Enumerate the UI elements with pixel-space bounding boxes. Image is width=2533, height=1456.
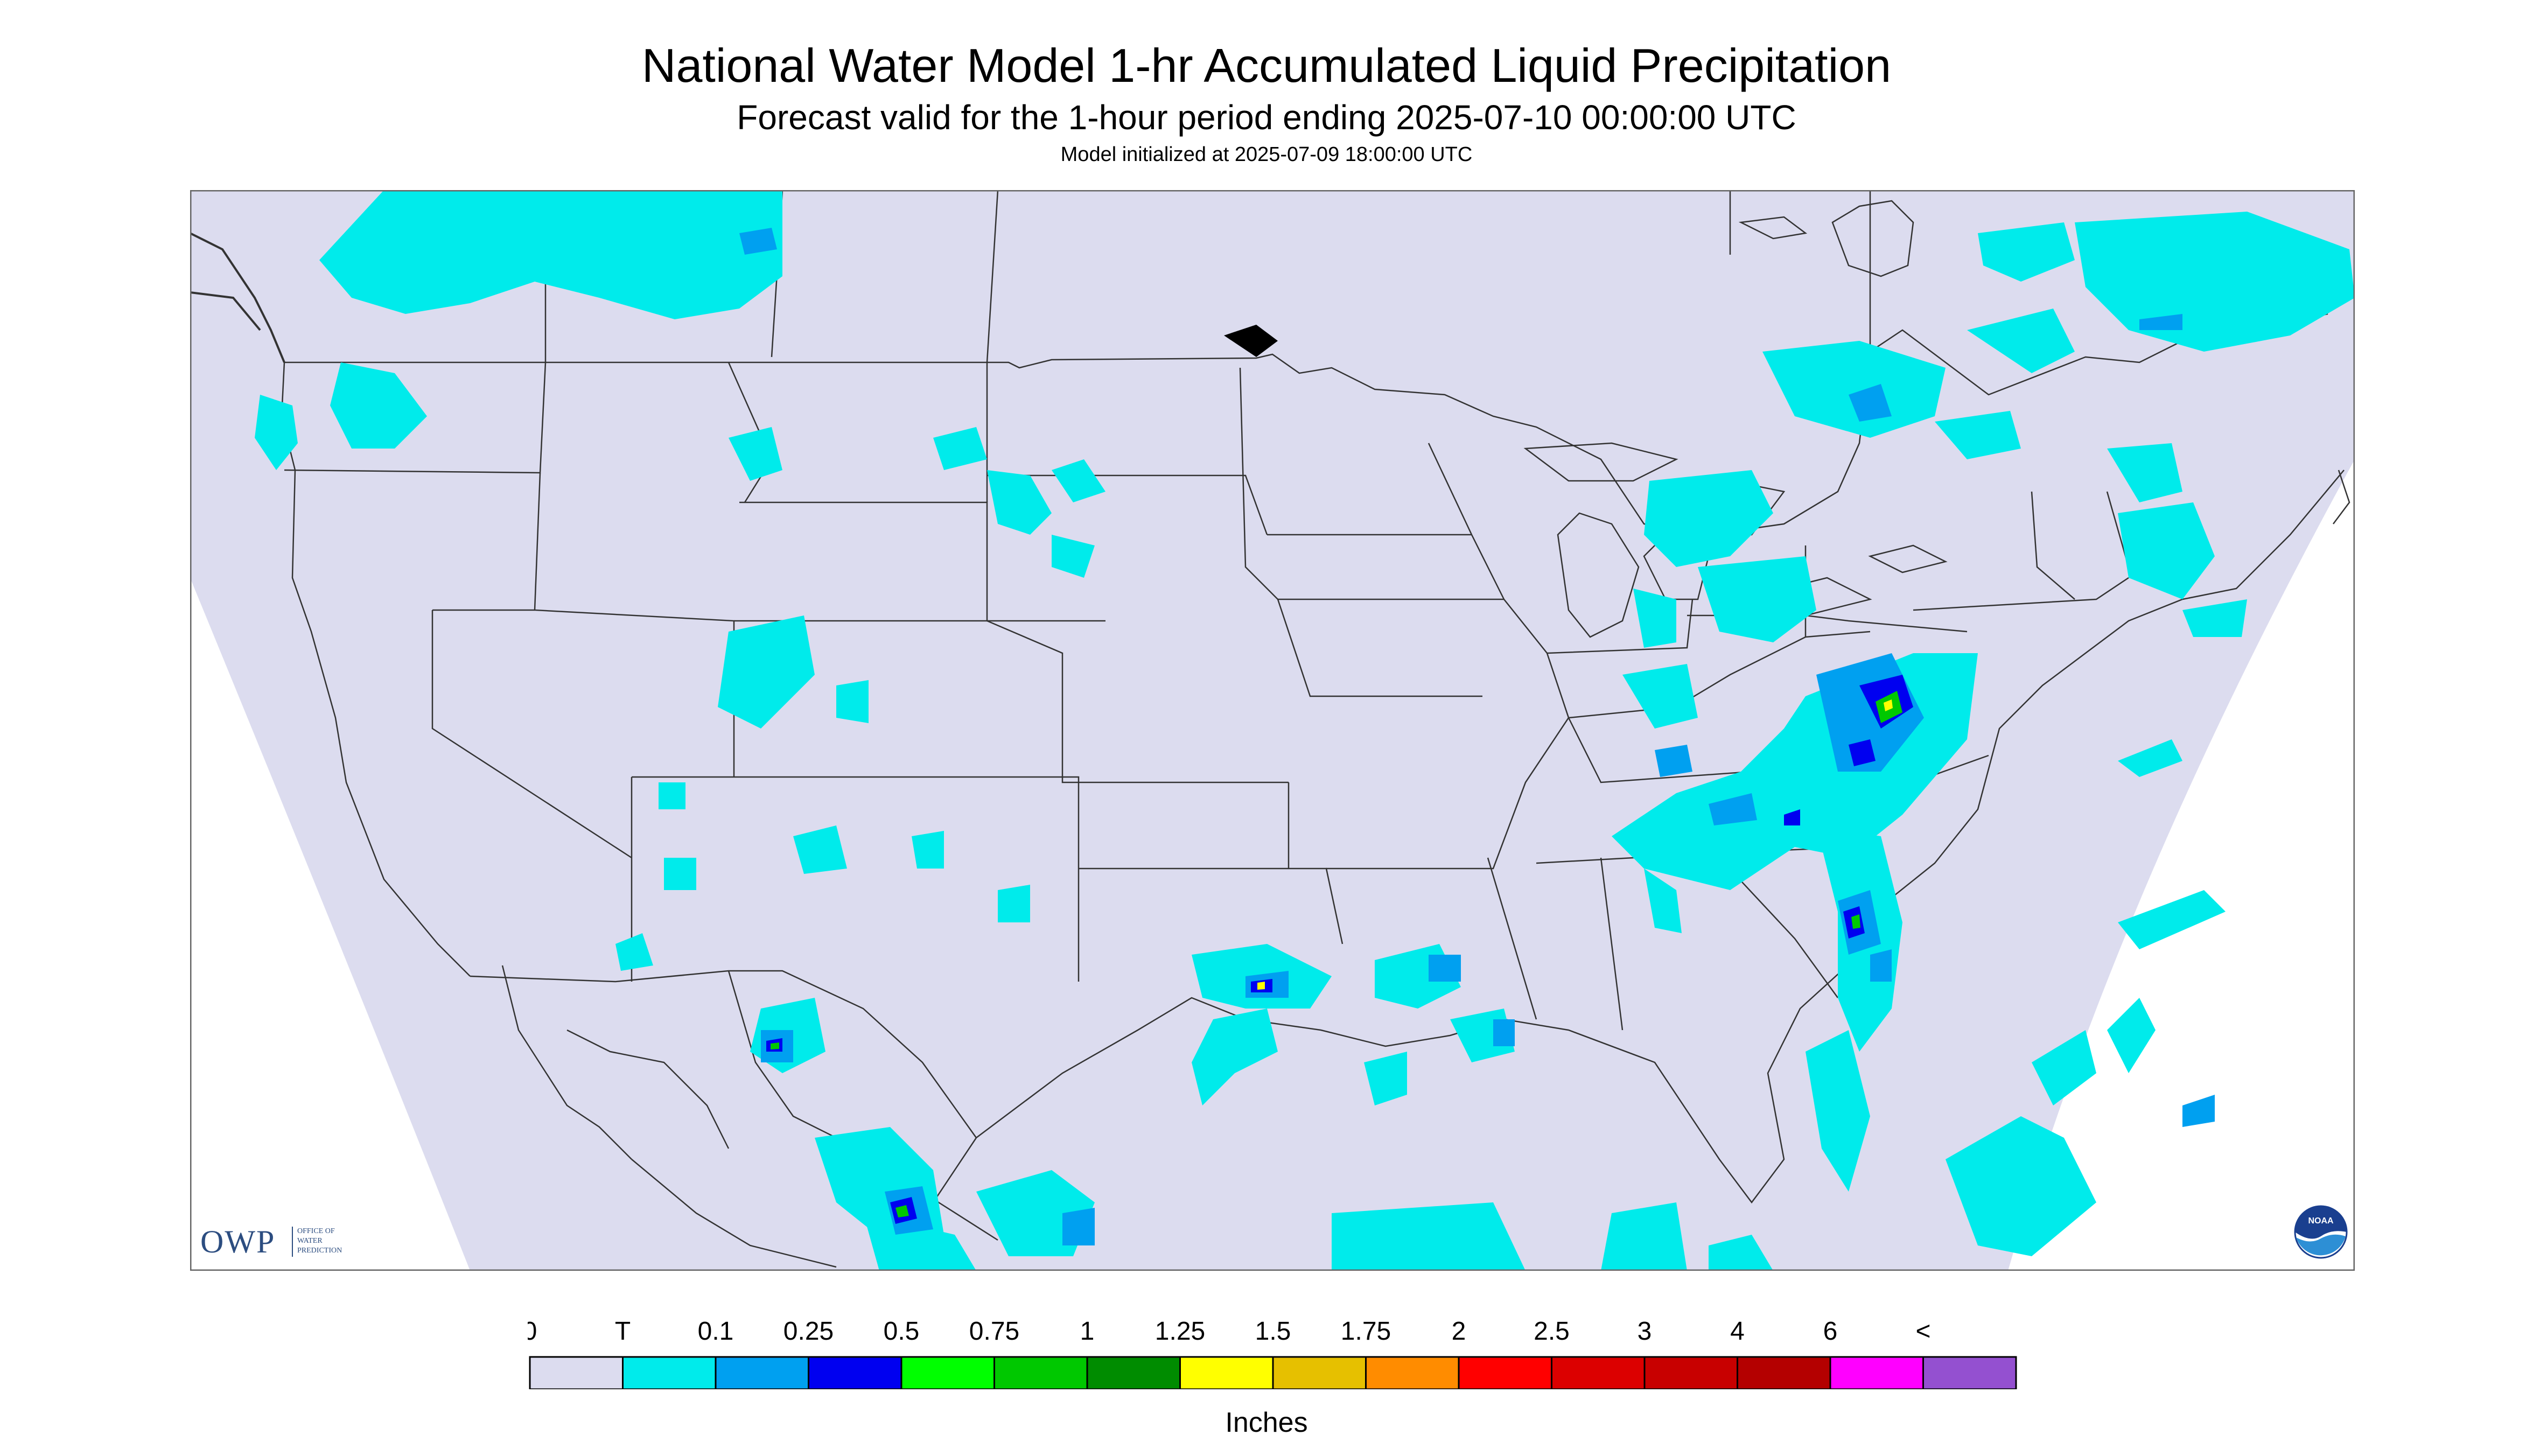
basemap-boundaries — [190, 190, 2350, 1271]
legend-swatch — [1179, 1356, 1274, 1389]
legend-swatch — [715, 1356, 809, 1389]
title-block: National Water Model 1-hr Accumulated Li… — [0, 37, 2533, 169]
legend-label: 2 — [1452, 1317, 1466, 1346]
legend-label: 6 — [1823, 1317, 1838, 1346]
owp-logo-line-3: PREDICTION — [297, 1247, 342, 1255]
owp-logo-line-1: OFFICE OF — [297, 1227, 335, 1235]
color-legend: 0 T 0.1 0.25 0.5 0.75 1 1.25 1.5 1.75 2 2.5 3 4 6 < — [528, 1317, 2017, 1389]
legend-label: 1.75 — [1341, 1317, 1391, 1346]
precipitation-light — [739, 228, 2215, 1245]
noaa-logo: NOAA — [2294, 1205, 2348, 1259]
legend-label: 1.25 — [1155, 1317, 1205, 1346]
owp-logo-subtext: OFFICE OF WATER PREDICTION — [297, 1227, 367, 1256]
outside-domain-left — [190, 578, 470, 1271]
legend-swatch — [900, 1356, 995, 1389]
map-subtitle: Forecast valid for the 1-hour period end… — [737, 98, 1796, 137]
precipitation-extreme — [1257, 699, 1893, 990]
legend-swatch — [1737, 1356, 1831, 1389]
legend-swatch — [1272, 1356, 1367, 1389]
legend-units: Inches — [1225, 1407, 1308, 1438]
map-title: National Water Model 1-hr Accumulated Li… — [641, 39, 1892, 92]
legend-swatch — [808, 1356, 902, 1389]
legend-label: 0 — [528, 1317, 537, 1346]
legend-swatch — [1365, 1356, 1460, 1389]
legend-swatch — [622, 1356, 717, 1389]
owp-logo-text: OWP — [200, 1224, 276, 1259]
legend-swatch — [1643, 1356, 1738, 1389]
legend-label: 3 — [1638, 1317, 1652, 1346]
model-init-line: Model initialized at 2025-07-09 18:00:00… — [1060, 143, 1473, 166]
legend-swatch — [1922, 1356, 2017, 1389]
legend-swatch — [1551, 1356, 1646, 1389]
legend-label: 2.5 — [1534, 1317, 1570, 1346]
legend-label: 1 — [1080, 1317, 1095, 1346]
precipitation-map[interactable] — [190, 190, 2355, 1271]
owp-logo-divider — [292, 1227, 293, 1257]
legend-label: 1.5 — [1255, 1317, 1291, 1346]
legend-swatch — [993, 1356, 1088, 1389]
legend-label: < — [1915, 1317, 1930, 1346]
owp-logo-line-2: WATER — [297, 1237, 323, 1245]
map-background — [190, 190, 2355, 1271]
legend-swatch — [1086, 1356, 1181, 1389]
legend-label: 0.5 — [884, 1317, 920, 1346]
legend-swatch — [1458, 1356, 1552, 1389]
legend-swatch — [529, 1356, 624, 1389]
map-frame — [190, 190, 2355, 1271]
legend-label: 0.25 — [783, 1317, 834, 1346]
legend-label: 4 — [1730, 1317, 1745, 1346]
legend-label: 0.75 — [969, 1317, 1019, 1346]
noaa-logo-text: NOAA — [2308, 1216, 2334, 1226]
legend-label: T — [615, 1317, 631, 1346]
legend-label: 0.1 — [698, 1317, 734, 1346]
legend-swatch — [1829, 1356, 1924, 1389]
